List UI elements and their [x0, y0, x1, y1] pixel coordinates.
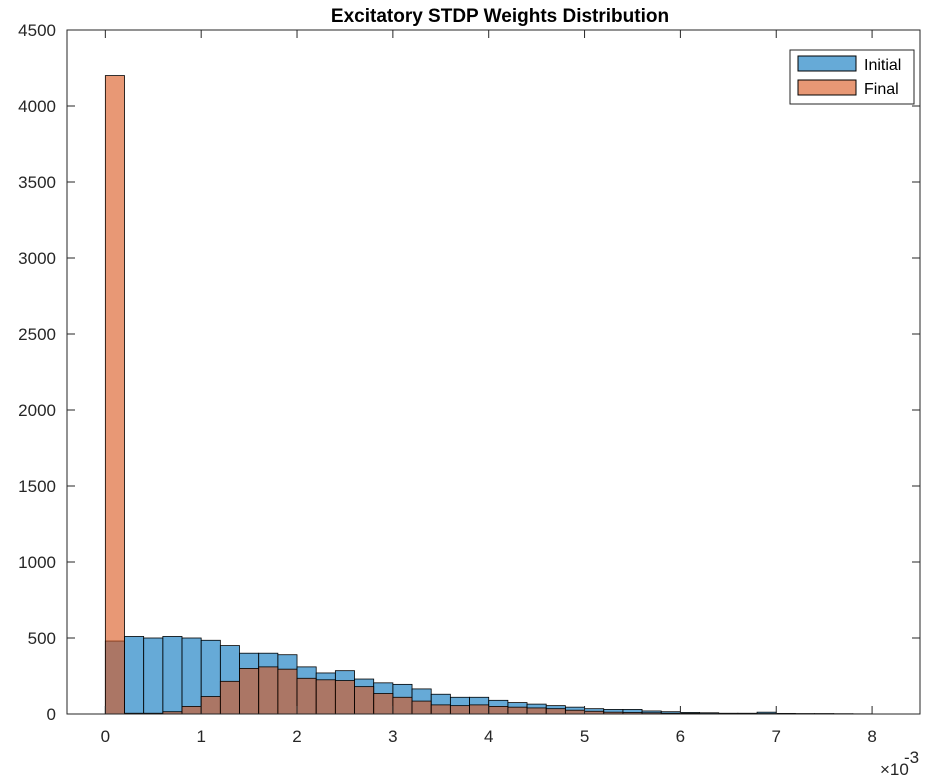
y-tick-label: 500	[28, 629, 56, 648]
bar-final	[334, 680, 355, 715]
x-exponent-base: ×10	[880, 760, 909, 779]
legend: Initial Final	[789, 49, 915, 105]
plot-area	[67, 30, 920, 714]
x-tick-label: 3	[388, 727, 397, 746]
y-tick-label: 1000	[18, 553, 56, 572]
bar-initial	[124, 636, 145, 715]
x-tick-label: 0	[101, 727, 110, 746]
y-tick-label: 3000	[18, 249, 56, 268]
legend-swatch-initial	[797, 55, 857, 72]
bar-final	[277, 668, 298, 715]
y-tick-label: 1500	[18, 477, 56, 496]
x-tick-label: 5	[580, 727, 589, 746]
bar-initial	[162, 636, 183, 715]
y-axis: 0 500 1000 1500 2000 2500 3000 3500 4000 4500	[18, 21, 920, 724]
bar-final	[315, 679, 336, 715]
y-tick-label: 4000	[18, 97, 56, 116]
bar-initial	[181, 637, 202, 715]
x-tick-label: 2	[292, 727, 301, 746]
bar-final	[449, 705, 470, 715]
bar-final	[239, 668, 260, 715]
legend-swatch-final	[797, 79, 857, 96]
axes-box	[66, 29, 921, 715]
bar-final	[200, 696, 221, 715]
x-tick-label: 1	[196, 727, 205, 746]
y-tick-label: 0	[47, 705, 56, 724]
legend-label-final: Final	[864, 81, 899, 98]
bar-final	[181, 706, 202, 715]
bar-final	[373, 693, 394, 715]
bar-final	[430, 704, 451, 715]
chart-title: Excitatory STDP Weights Distribution	[331, 6, 669, 27]
x-tick-label: 4	[484, 727, 493, 746]
x-axis: 0 1 2 3 4 5 6 7 8	[101, 30, 877, 746]
bar-final	[507, 706, 528, 715]
x-tick-label: 7	[772, 727, 781, 746]
bar-final	[258, 666, 279, 715]
legend-label-initial: Initial	[864, 57, 901, 74]
bar-final	[564, 709, 585, 715]
bar-final	[219, 680, 240, 715]
bar-final	[354, 686, 375, 715]
x-exponent: ×10 -3	[880, 748, 919, 779]
bar-final	[392, 696, 413, 715]
bar-final	[296, 677, 317, 715]
y-tick-label: 2500	[18, 325, 56, 344]
x-exponent-power: -3	[904, 748, 919, 767]
bar-final	[488, 706, 509, 715]
bar-initial	[143, 637, 164, 715]
bar-final	[526, 707, 547, 715]
bar-final	[104, 75, 125, 715]
bar-final	[545, 708, 566, 715]
y-tick-label: 3500	[18, 173, 56, 192]
x-tick-label: 8	[867, 727, 876, 746]
bar-final	[411, 700, 432, 715]
bar-final	[469, 704, 490, 715]
y-tick-label: 4500	[18, 21, 56, 40]
y-tick-label: 2000	[18, 401, 56, 420]
x-tick-label: 6	[676, 727, 685, 746]
